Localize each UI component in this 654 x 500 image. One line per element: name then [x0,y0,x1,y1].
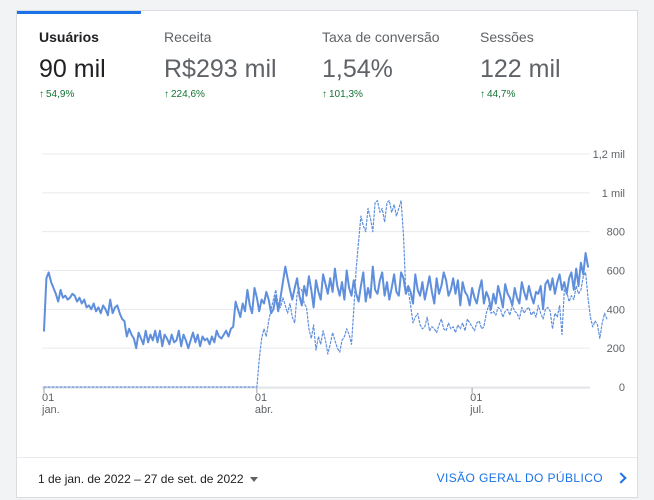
metric-label: Receita [164,29,212,45]
metric-change-value: 44,7% [487,89,516,100]
y-tick-label: 0 [619,382,625,394]
metric-change: ↑ 44,7% [480,89,561,100]
audience-overview-link[interactable]: VISÃO GERAL DO PÚBLICO [436,471,627,485]
x-tick-day: 01 [42,392,54,404]
arrow-up-icon: ↑ [39,89,44,100]
caret-down-icon [249,476,258,482]
x-tick-month: jan. [41,404,60,416]
x-tick-day: 01 [470,392,482,404]
metric-tab-users[interactable]: Usuários 90 mil ↑ 54,9% [39,29,106,100]
metric-label: Usuários [39,29,99,45]
metric-value: 1,54% [322,55,393,83]
y-tick-label: 400 [607,304,625,316]
metric-value: R$293 mil [164,55,277,83]
arrow-up-icon: ↑ [322,89,327,100]
series-line-comparison [43,200,608,388]
metric-value: 122 mil [480,55,561,83]
y-tick-label: 600 [607,266,625,278]
x-tick-day: 01 [255,392,267,404]
y-tick-label: 1,2 mil [593,149,625,161]
audience-overview-link-label: VISÃO GERAL DO PÚBLICO [436,471,603,485]
x-tick-month: abr. [255,404,273,416]
date-range-label: 1 de jan. de 2022 – 27 de set. de 2022 [38,472,244,486]
audience-overview-card: Usuários 90 mil ↑ 54,9% Receita R$293 mi… [16,10,638,498]
y-tick-label: 800 [607,227,625,239]
metric-tab-conversion-rate[interactable]: Taxa de conversão 1,54% ↑ 101,3% [322,29,440,100]
metric-tab-revenue[interactable]: Receita R$293 mil ↑ 224,6% [164,29,277,100]
metric-label: Sessões [480,29,534,45]
metric-change-value: 101,3% [329,89,363,100]
metric-change: ↑ 101,3% [322,89,440,100]
metric-tab-sessions[interactable]: Sessões 122 mil ↑ 44,7% [480,29,561,100]
date-range-selector[interactable]: 1 de jan. de 2022 – 27 de set. de 2022 [38,472,258,486]
active-tab-indicator [17,11,141,14]
series-line-primary [43,252,589,350]
metric-change: ↑ 224,6% [164,89,277,100]
card-footer: 1 de jan. de 2022 – 27 de set. de 2022 V… [17,457,637,497]
metric-change: ↑ 54,9% [39,89,106,100]
x-tick-month: jul. [469,404,484,416]
metric-change-value: 54,9% [46,89,75,100]
arrow-up-icon: ↑ [164,89,169,100]
metric-label: Taxa de conversão [322,29,440,45]
chevron-right-icon [615,472,627,484]
arrow-up-icon: ↑ [480,89,485,100]
y-tick-label: 1 mil [602,188,625,200]
metric-change-value: 224,6% [171,89,205,100]
metric-value: 90 mil [39,55,106,83]
y-tick-label: 200 [607,343,625,355]
